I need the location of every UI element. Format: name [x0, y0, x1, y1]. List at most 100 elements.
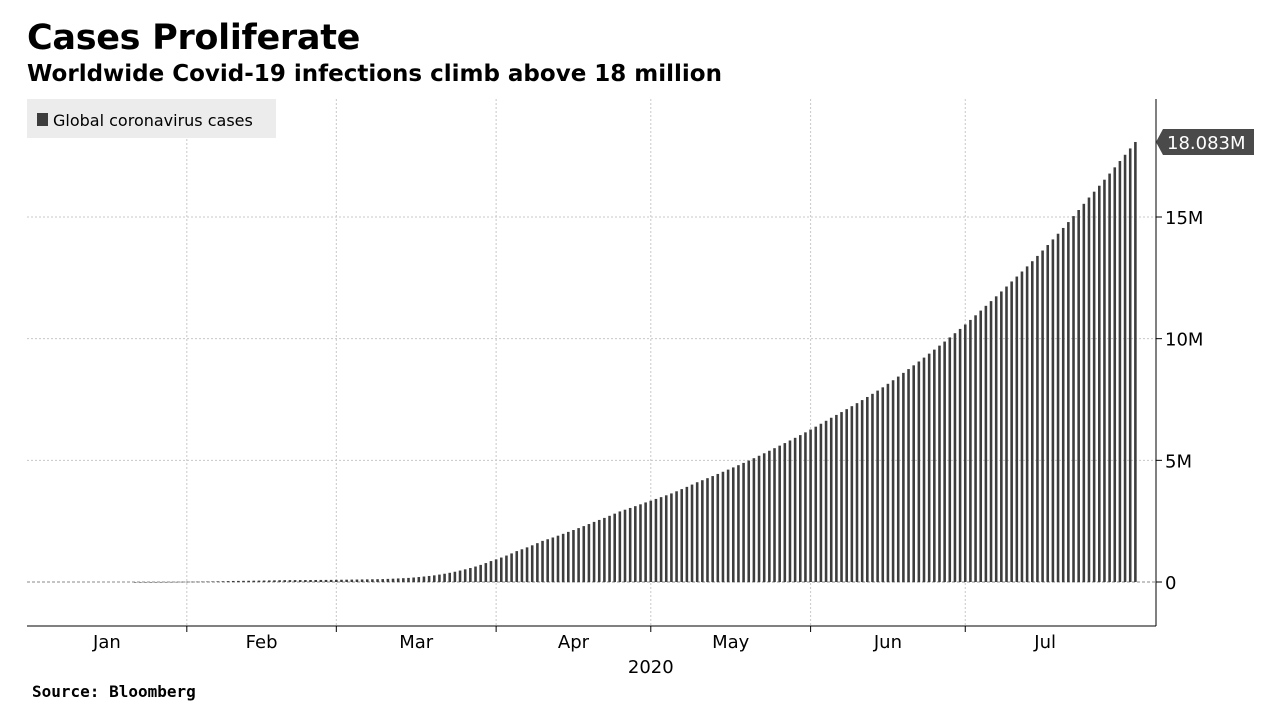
bar — [845, 409, 848, 582]
bar — [494, 559, 498, 582]
bar — [453, 571, 457, 582]
bar — [788, 440, 792, 582]
bar — [731, 467, 735, 582]
bar — [371, 579, 374, 582]
bar — [752, 458, 756, 582]
bar — [381, 579, 384, 582]
bar — [577, 528, 580, 582]
bar — [747, 460, 751, 582]
bar — [1098, 185, 1101, 583]
bar — [876, 390, 879, 582]
x-axis-label: 2020 — [628, 657, 674, 678]
bar — [149, 581, 153, 583]
bar — [1113, 167, 1117, 582]
bar — [793, 437, 797, 582]
bar — [262, 580, 266, 582]
legend-label: Global coronavirus cases — [53, 111, 253, 130]
bar — [768, 450, 771, 582]
bar — [1123, 154, 1127, 582]
bar — [283, 580, 287, 582]
y-tick-label: 10M — [1165, 330, 1203, 351]
x-tick-label: Apr — [558, 632, 590, 653]
bar — [685, 486, 689, 582]
bar — [1046, 245, 1050, 582]
bar — [891, 380, 895, 582]
bar — [592, 521, 596, 582]
bar — [1072, 216, 1075, 582]
axes: 0 5M 10M 15M Jan Feb Mar Apr May Jun Jul 2020 — [27, 99, 1203, 678]
bar — [551, 537, 555, 582]
bar — [1025, 266, 1029, 582]
bar — [1077, 210, 1080, 582]
bar — [907, 369, 910, 582]
bar — [742, 462, 745, 582]
bar — [211, 581, 214, 583]
bar — [1082, 203, 1086, 582]
bar — [572, 530, 575, 582]
bar — [355, 579, 359, 582]
bar — [463, 569, 467, 582]
bar — [164, 581, 168, 583]
bar — [417, 577, 421, 582]
legend-swatch — [37, 113, 48, 126]
bar — [407, 577, 410, 582]
bar — [1030, 261, 1034, 582]
chart-subtitle: Worldwide Covid-19 infections climb abov… — [27, 61, 722, 87]
bar — [757, 455, 761, 582]
bar — [386, 578, 390, 582]
bar — [561, 533, 565, 582]
bar — [587, 524, 591, 582]
callout: 18.083M — [1156, 128, 1254, 155]
bar — [958, 328, 962, 582]
bar — [510, 553, 513, 582]
bar — [556, 535, 560, 582]
bar — [1051, 239, 1055, 583]
bar — [881, 387, 885, 582]
bar — [850, 406, 854, 582]
bar — [866, 396, 869, 582]
bar — [484, 563, 488, 582]
bar — [603, 517, 606, 582]
bar — [912, 365, 915, 582]
x-tick-label: May — [712, 632, 750, 653]
bar — [804, 432, 807, 582]
bar — [649, 500, 653, 582]
bar — [412, 577, 415, 582]
bars — [133, 141, 1137, 583]
bar — [273, 580, 276, 582]
chart-title: Cases Proliferate — [27, 18, 361, 58]
bar — [345, 579, 348, 582]
bar — [324, 579, 328, 582]
bar — [938, 345, 941, 582]
bar — [618, 511, 622, 582]
bar — [474, 566, 477, 582]
legend-box — [27, 99, 276, 138]
bar — [762, 453, 766, 582]
bar — [943, 341, 946, 582]
bar — [206, 581, 209, 583]
bar — [438, 574, 441, 582]
bar — [706, 478, 709, 582]
bar — [1036, 255, 1039, 582]
bar — [200, 581, 204, 583]
bar — [257, 580, 261, 582]
bar — [499, 557, 503, 582]
bar — [144, 581, 147, 583]
bar — [634, 506, 637, 582]
bar — [814, 426, 818, 582]
bar — [680, 489, 684, 582]
bar — [546, 539, 549, 582]
bar — [1092, 191, 1096, 582]
bar — [541, 540, 544, 582]
bar — [242, 580, 245, 582]
bar — [340, 579, 343, 582]
bar — [185, 581, 189, 583]
bar — [1041, 250, 1044, 582]
bar — [432, 575, 436, 582]
bar — [567, 531, 570, 582]
bar — [448, 572, 452, 582]
bar — [948, 337, 952, 582]
bar — [670, 493, 673, 582]
bar — [711, 476, 714, 582]
bar — [695, 482, 699, 582]
